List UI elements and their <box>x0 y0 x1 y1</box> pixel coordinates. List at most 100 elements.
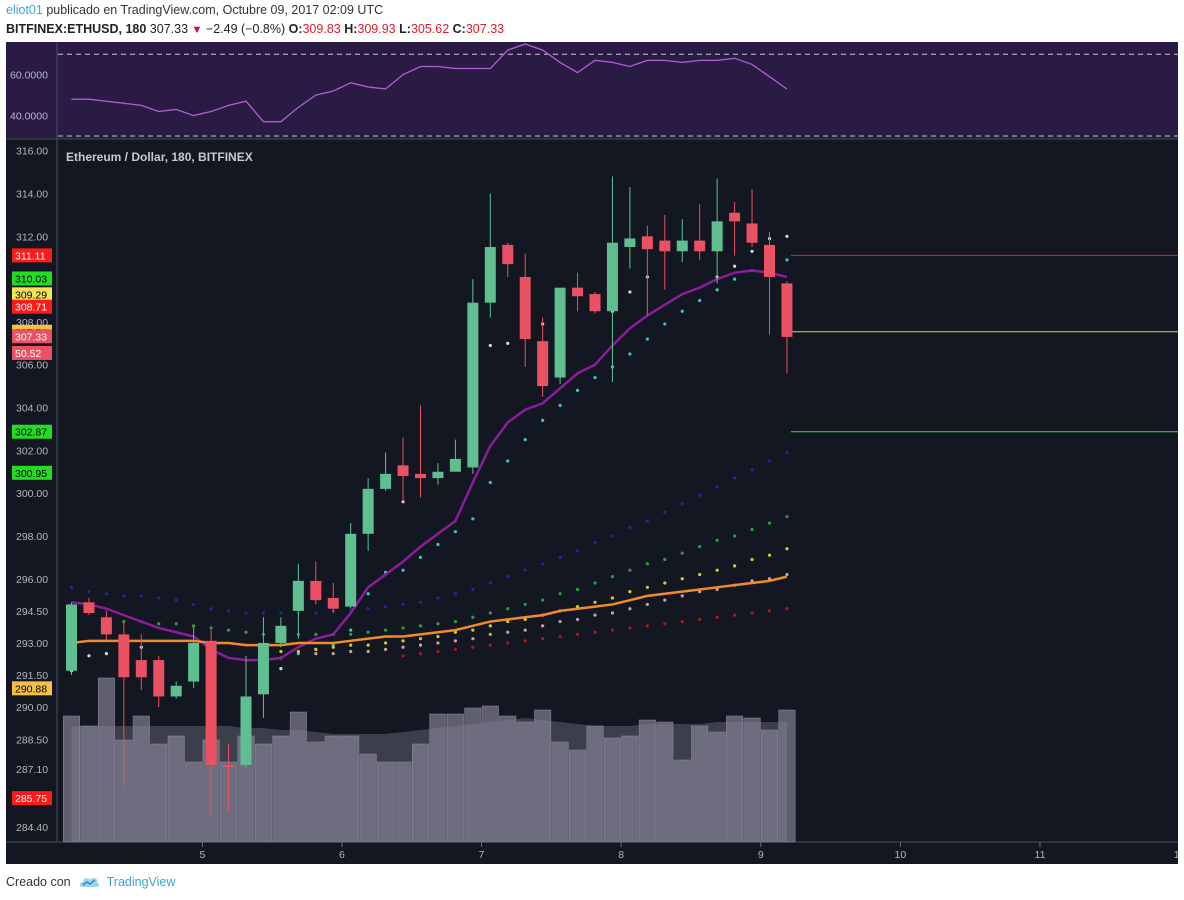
open-label: O: <box>288 22 303 36</box>
indicator-dot <box>628 626 632 630</box>
indicator-dot <box>558 634 562 639</box>
volume-bar <box>167 735 185 843</box>
indicator-dot <box>174 622 178 626</box>
indicator-dot <box>575 587 580 592</box>
indicator-dot <box>436 641 440 645</box>
indicator-dot <box>715 538 719 542</box>
candle-body <box>415 473 426 479</box>
indicator-dot <box>628 525 632 529</box>
volume-bar <box>377 761 395 843</box>
volume-bar <box>324 735 342 843</box>
indicator-dot <box>785 572 789 577</box>
volume-bar <box>638 719 656 843</box>
indicator-dot <box>366 592 370 596</box>
price-label-badge <box>12 271 52 286</box>
volume-bar <box>499 715 517 843</box>
price-label-text: 310.03 <box>15 273 47 285</box>
price-label-badge <box>12 465 52 480</box>
indicator-dot <box>698 493 702 497</box>
indicator-dot <box>698 545 702 549</box>
indicator-dot <box>506 459 510 463</box>
indicator-dot <box>244 611 248 615</box>
indicator-dot <box>628 607 632 611</box>
indicator-dot <box>715 485 719 489</box>
indicator-dot <box>366 643 370 647</box>
indicator-dot <box>645 624 649 628</box>
volume-bar <box>272 735 290 843</box>
candle-body <box>676 240 688 252</box>
volume-bar <box>481 705 499 843</box>
indicator-dot <box>541 598 545 602</box>
indicator-dot <box>767 553 772 557</box>
price-tick-label: 304.00 <box>16 403 48 415</box>
indicator-dot <box>139 594 143 598</box>
indicator-dot <box>401 639 405 643</box>
ma-orange-line <box>71 575 788 647</box>
price-tick-label: 284.40 <box>16 822 48 834</box>
price-label-badge <box>12 329 52 344</box>
candle-body <box>275 625 287 643</box>
candle-body <box>153 660 165 697</box>
indicator-dot <box>541 624 545 628</box>
candle-body <box>292 580 304 611</box>
candle-body <box>484 247 496 303</box>
indicator-dot <box>384 647 388 651</box>
indicator-dot <box>488 643 492 647</box>
indicator-dot <box>610 611 615 615</box>
indicator-dot <box>488 581 492 585</box>
indicator-dot <box>628 352 632 356</box>
oscillator-pane-background <box>6 42 1178 138</box>
indicator-dot <box>733 277 737 281</box>
indicator-dot <box>488 611 492 615</box>
close-label: C: <box>452 22 466 36</box>
indicator-dot <box>575 549 580 553</box>
candle-body <box>380 473 392 489</box>
indicator-dot <box>785 607 789 611</box>
candle-body <box>118 634 130 678</box>
oscillator-layer: 60.0000 40.0000 <box>10 43 1178 137</box>
candle-body <box>240 696 252 765</box>
indicator-dot <box>541 637 545 641</box>
price-label-badge <box>12 248 52 263</box>
indicator-dot <box>436 542 440 547</box>
indicator-dot <box>663 557 667 562</box>
indicator-dot <box>471 587 475 592</box>
created-with-label: Creado con <box>6 875 71 889</box>
price-tick-label: 314.00 <box>16 189 48 201</box>
indicator-dot <box>314 652 318 656</box>
indicator-dot <box>663 581 667 585</box>
candle-body <box>572 287 584 297</box>
indicator-dot <box>750 611 754 615</box>
indicator-dot <box>349 632 353 636</box>
time-tick-label: 9 <box>758 849 764 861</box>
indicator-dot <box>453 619 457 624</box>
tradingview-link[interactable]: TradingView <box>106 875 176 889</box>
author-link[interactable]: eliot01 <box>6 3 43 17</box>
indicator-dot <box>593 375 597 380</box>
indicator-dot <box>366 649 370 654</box>
indicator-dot <box>715 288 719 292</box>
indicator-dot <box>314 647 318 651</box>
volume-bar <box>708 731 726 843</box>
time-axis: 5 6 7 8 9 10 11 12 <box>199 842 1178 861</box>
indicator-dot <box>401 568 405 572</box>
price-change: −2.49 (−0.8%) <box>205 22 286 36</box>
indicator-dot <box>436 634 440 639</box>
indicator-dot <box>401 626 405 630</box>
published-text: publicado en TradingView.com, Octubre 09… <box>46 3 384 17</box>
indicator-dot <box>418 652 423 656</box>
indicator-dot <box>488 624 492 628</box>
indicator-dot <box>645 562 649 566</box>
low-value: 305.62 <box>410 22 450 36</box>
indicator-dot <box>645 585 649 589</box>
symbol-ohlc-line: BITFINEX:ETHUSD, 180 307.33 ▼ −2.49 (−0.… <box>6 22 504 36</box>
indicator-dot <box>174 598 178 602</box>
indicator-dot <box>506 641 510 645</box>
indicator-dot <box>750 557 754 562</box>
indicator-dot <box>750 527 754 532</box>
volume-bar <box>150 743 168 843</box>
volume-bar <box>307 741 325 843</box>
indicator-dot <box>663 622 667 626</box>
price-tick-label: 312.00 <box>16 231 48 243</box>
